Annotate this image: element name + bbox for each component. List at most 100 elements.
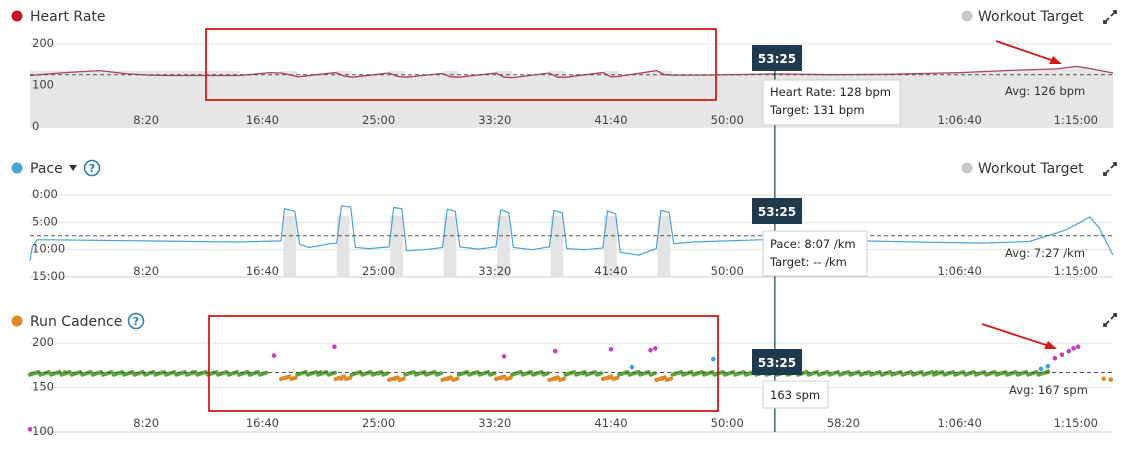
pace-y-tick-label: 0:00 — [32, 187, 58, 201]
cad-x-tick-label: 58:20 — [827, 416, 860, 430]
cadence-point-high — [27, 427, 33, 432]
pace-x-tick-label: 41:40 — [594, 264, 627, 278]
cadence-tooltip-time-box — [752, 349, 802, 375]
pace-tooltip-time-box — [752, 198, 802, 224]
cadence-annotation-arrow-icon — [981, 323, 1057, 349]
pace-x-tick-label: 25:00 — [362, 264, 395, 278]
cadence-point-high — [1059, 352, 1065, 358]
cadence-point — [545, 371, 550, 376]
pace-interval-band — [390, 216, 404, 277]
hr-tooltip-box — [762, 79, 901, 126]
cadence-point-high — [271, 353, 277, 358]
heart-rate-panel: Heart Rate Workout Target 200 100 0 8:20 16… — [11, 9, 1117, 133]
pace-tooltip: 53:25 Pace: 8:07 /km Target: -- /km — [752, 198, 868, 277]
cadence-panel: Run Cadence ? 200 150 100 8:20 16:40 25:00 33… — [11, 312, 1117, 438]
heart-rate-title: Heart Rate — [30, 9, 106, 25]
cadence-point-high — [1066, 348, 1072, 354]
svg-text:?: ? — [89, 162, 95, 175]
pace-help-icon[interactable]: ? — [83, 159, 101, 177]
cadence-highlight-box — [208, 315, 719, 412]
cadence-tooltip-line-1: 163 spm — [770, 388, 820, 402]
cadence-point-slow — [392, 376, 398, 382]
cad-x-tick-label: 16:40 — [246, 416, 279, 430]
cad-y-tick-label: 200 — [32, 335, 54, 349]
cadence-point — [348, 375, 353, 380]
cadence-point-high — [332, 344, 337, 350]
pace-x-tick-label: 1:06:40 — [937, 264, 981, 278]
hr-y-tick-label: 100 — [32, 78, 54, 92]
pace-x-tick-label: 33:20 — [478, 264, 511, 278]
pace-workout-target-label[interactable]: Workout Target — [978, 161, 1084, 177]
cadence-point-high — [608, 347, 614, 352]
cadence-point — [599, 371, 604, 376]
hr-average-label: Avg: 126 bpm — [1005, 84, 1085, 98]
hr-expand-icon[interactable] — [1103, 10, 1117, 24]
cadence-point-high — [501, 354, 507, 359]
cadence-point-mid — [1045, 363, 1051, 369]
pace-interval-band — [283, 216, 297, 277]
pace-expand-icon[interactable] — [1103, 162, 1117, 176]
hr-x-tick-label: 25:00 — [362, 113, 395, 127]
hr-y-tick-label: 200 — [32, 36, 54, 50]
cadence-point-high — [1075, 344, 1081, 350]
pace-y-tick-label: 15:00 — [32, 269, 65, 283]
pace-dropdown-icon[interactable] — [69, 165, 77, 171]
cadence-point-mid — [711, 356, 716, 362]
cadence-tooltip-box — [762, 380, 829, 409]
pace-interval-band — [657, 216, 671, 277]
cadence-point-high — [648, 347, 653, 353]
pace-tooltip-box — [762, 230, 868, 277]
pace-series-line — [29, 205, 1114, 261]
cadence-help-icon[interactable]: ? — [127, 312, 145, 330]
cadence-point-slow — [283, 375, 288, 381]
cad-x-tick-label: 1:15:00 — [1054, 416, 1098, 430]
pace-x-tick-label: 8:20 — [133, 264, 159, 278]
pace-average-label: Avg: 7:27 /km — [1005, 246, 1085, 260]
cadence-average-label: Avg: 167 spm — [1009, 383, 1088, 397]
cad-x-tick-label: 33:20 — [478, 416, 511, 430]
cadence-point-normal — [376, 371, 381, 376]
cad-x-tick-label: 50:00 — [711, 416, 744, 430]
cadence-point — [264, 370, 269, 375]
hr-x-tick-label: 1:15:00 — [1054, 113, 1098, 127]
pace-x-tick-label: 50:00 — [711, 264, 744, 278]
pace-interval-band — [336, 216, 350, 277]
cadence-point-normal — [701, 371, 707, 376]
cadence-point — [562, 376, 567, 381]
cadence-point-slow — [552, 376, 558, 382]
hr-workout-target-dot[interactable] — [961, 10, 973, 22]
pace-workout-target-dot[interactable] — [961, 162, 973, 174]
hr-tooltip-time: 53:25 — [758, 52, 796, 66]
pace-interval-band — [604, 216, 617, 277]
hr-tooltip: 53:25 Heart Rate: 128 bpm Target: 131 bp… — [752, 45, 901, 126]
cadence-expand-icon[interactable] — [1103, 313, 1117, 327]
pace-x-tick-label: 16:40 — [246, 264, 279, 278]
hr-x-tick-label: 1:06:40 — [937, 113, 981, 127]
cadence-point-mid — [1038, 366, 1044, 372]
cadence-point — [615, 375, 620, 380]
cadence-point-high — [1071, 346, 1076, 351]
svg-text:?: ? — [133, 315, 139, 328]
pace-tooltip-time: 53:25 — [758, 205, 796, 219]
cadence-point — [438, 371, 443, 376]
cadence-point-high — [652, 346, 658, 351]
cadence-point — [668, 376, 674, 381]
hr-tooltip-line-2: Target: 131 bpm — [769, 103, 865, 117]
pace-x-tick-label: 1:15:00 — [1054, 264, 1098, 278]
cadence-point-slow — [339, 376, 344, 382]
cadence-point-normal — [120, 371, 126, 376]
cad-y-tick-label: 100 — [32, 424, 54, 438]
cad-x-tick-label: 1:06:40 — [937, 416, 981, 430]
pace-panel: Pace ? Workout Target 0:00 5:00 10:00 15:00… — [11, 159, 1117, 283]
hr-workout-target-label[interactable]: Workout Target — [978, 9, 1084, 25]
cadence-point — [401, 376, 406, 381]
cadence-point-high — [1052, 355, 1058, 361]
cadence-title: Run Cadence — [30, 314, 122, 330]
pace-interval-band — [497, 216, 510, 277]
cadence-legend-dot — [11, 315, 23, 327]
cadence-point-normal — [864, 371, 869, 376]
cadence-point — [492, 371, 497, 376]
cad-y-tick-label: 150 — [32, 380, 54, 394]
pace-tooltip-line-2: Target: -- /km — [769, 255, 847, 269]
